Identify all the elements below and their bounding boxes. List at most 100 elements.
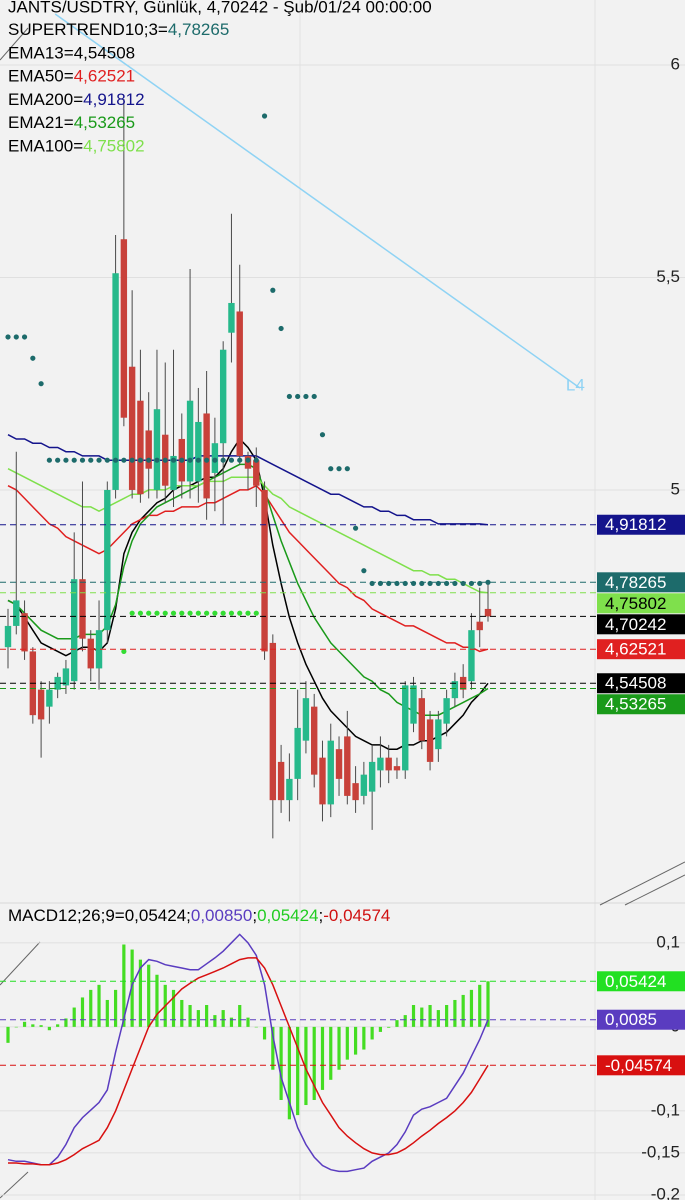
supertrend-dot — [129, 457, 135, 463]
candle-body — [120, 239, 128, 418]
histogram-bar — [105, 999, 109, 1027]
legend-value: 4,91812 — [83, 90, 144, 109]
supertrend-dot — [129, 610, 135, 616]
y-tick-label: 5,5 — [656, 267, 680, 286]
histogram-bar — [221, 1010, 225, 1027]
supertrend-dot — [477, 580, 483, 587]
candle-body — [468, 630, 475, 682]
histogram-bar — [56, 1024, 60, 1027]
histogram-bar — [205, 1005, 209, 1027]
legend-entry: EMA200=4,91812 — [8, 90, 145, 109]
candle-body — [269, 642, 277, 801]
supertrend-dot — [162, 610, 168, 616]
supertrend-dot — [295, 393, 301, 400]
candle-body — [344, 736, 351, 796]
chart-title: JANTS/USDTRY, Günlük, 4,70242 - Şub/01/2… — [8, 0, 432, 16]
supertrend-dot — [5, 334, 11, 340]
candle-body — [327, 740, 334, 805]
histogram-bar — [14, 1026, 18, 1028]
histogram-bar — [320, 1026, 325, 1090]
supertrend-dot — [253, 457, 259, 463]
supertrend-dot — [261, 113, 268, 119]
legend-part: 0,05424 — [257, 906, 318, 925]
candle-body — [203, 413, 210, 499]
price-tag — [597, 1055, 685, 1076]
histogram-bar — [196, 1010, 200, 1027]
histogram-bar — [72, 1007, 76, 1027]
supertrend-dot — [444, 580, 450, 587]
supertrend-dot — [146, 457, 152, 463]
decoration — [624, 874, 685, 906]
histogram-bar — [395, 1020, 399, 1027]
price-tag-label: 0,0085 — [605, 1010, 657, 1029]
legend-part: MACD12;26;9=0,05424; — [8, 906, 191, 925]
histogram-bar — [312, 1026, 316, 1100]
price-tag — [597, 514, 685, 535]
candle-body — [253, 460, 260, 486]
supertrend-dot — [311, 393, 317, 400]
supertrend-dot — [237, 457, 243, 463]
histogram-bar — [453, 999, 457, 1027]
candle-body — [402, 685, 409, 771]
supertrend-dot — [162, 457, 168, 463]
supertrend-dot — [154, 610, 160, 616]
price-tag-label: 4,78265 — [605, 573, 666, 592]
histogram-bar — [31, 1024, 35, 1027]
candle-body — [170, 455, 177, 490]
candle-body — [443, 698, 450, 724]
histogram-bar — [469, 989, 474, 1027]
histogram-bar — [64, 1018, 68, 1027]
price-tag — [597, 694, 685, 715]
supertrend-dot — [96, 457, 102, 463]
supertrend-dot — [228, 610, 235, 616]
histogram-bar — [329, 1026, 333, 1080]
candle-body — [385, 757, 392, 771]
supertrend-dot — [71, 457, 77, 463]
supertrend-dot — [46, 457, 52, 463]
price-tag — [597, 572, 685, 593]
decoration — [0, 27, 29, 61]
candle-body — [236, 311, 243, 456]
supertrend-dot — [344, 466, 350, 472]
supertrend-dot — [435, 580, 441, 587]
histogram-bar — [403, 1015, 407, 1027]
supertrend-dot — [319, 432, 326, 438]
candle-body — [4, 625, 12, 648]
supertrend-dot — [278, 325, 284, 332]
supertrend-dot — [187, 610, 193, 616]
candle-body — [368, 761, 376, 792]
candle-body — [137, 400, 144, 495]
histogram-bar — [387, 1026, 391, 1028]
candle-body — [95, 630, 103, 669]
histogram-bar — [80, 997, 85, 1027]
price-tag — [597, 639, 685, 660]
candle-body — [393, 766, 401, 771]
price-tag — [597, 1009, 685, 1030]
legend-entry: EMA50=4,62521 — [8, 67, 135, 86]
supertrend-dot — [204, 457, 210, 463]
supertrend-dot — [245, 457, 251, 463]
histogram-bar — [445, 1005, 449, 1027]
histogram-bar — [238, 1005, 242, 1027]
histogram-bar — [353, 1026, 358, 1055]
histogram-bar — [89, 989, 93, 1027]
legend-value: 4,78265 — [168, 20, 229, 39]
y-tick-label: 6 — [671, 54, 680, 73]
price-tag-label: 4,91812 — [605, 515, 666, 534]
supertrend-dot — [179, 457, 185, 463]
histogram-bar — [138, 959, 143, 1027]
histogram-bar — [296, 1026, 300, 1116]
supertrend-dot — [410, 580, 417, 587]
candle-body — [228, 302, 235, 333]
supertrend-dot — [38, 381, 44, 387]
candle-body — [104, 489, 111, 631]
histogram-bar — [345, 1026, 349, 1060]
y-tick-label: -0,1 — [651, 1100, 680, 1119]
histogram-bar — [262, 1026, 267, 1040]
legend-name: SUPERTREND10;3= — [8, 20, 168, 39]
candle-body — [286, 778, 293, 801]
supertrend-dot — [237, 610, 243, 616]
histogram-bar — [411, 1005, 416, 1027]
histogram-bar — [97, 984, 101, 1027]
legend-entry: SUPERTREND10;3=4,78265 — [8, 20, 229, 39]
